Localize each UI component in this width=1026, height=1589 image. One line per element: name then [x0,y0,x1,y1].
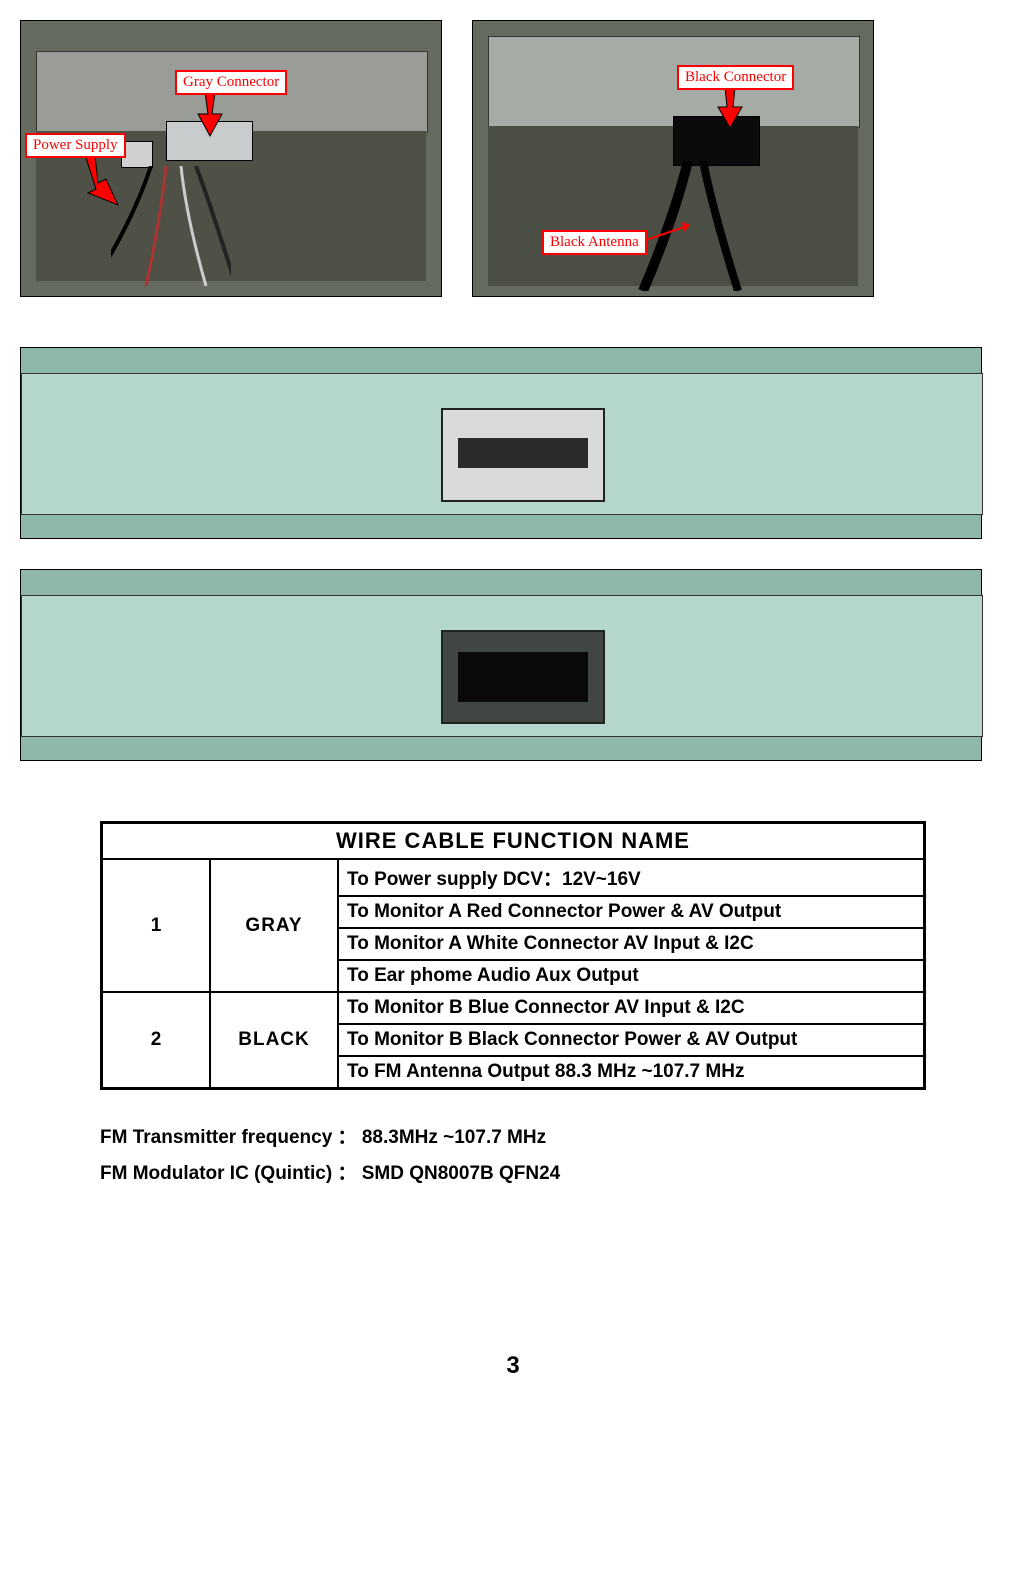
callout-black-connector: Black Connector [677,65,794,90]
arrow-gray-connector [190,92,230,137]
connector-4-slot [458,652,588,702]
wire-table: WIRE CABLE FUNCTION NAME 1 GRAY To Power… [100,821,926,1090]
row-1-label: GRAY [210,859,338,992]
wire-table-section: WIRE CABLE FUNCTION NAME 1 GRAY To Power… [100,821,926,1090]
photo-2-container: Black Connector Black Antenna [472,20,874,297]
device-body-2 [488,36,860,128]
func-cell: To Ear phome Audio Aux Output [338,960,925,992]
page-number: 3 [20,1352,1006,1380]
func-cell: To Monitor B Black Connector Power & AV … [338,1024,925,1056]
photo-3 [20,347,982,539]
connector-3-slot [458,438,588,468]
notes-section: FM Transmitter frequency ： 88.3MHz ~107.… [100,1120,926,1192]
row-2-num: 2 [102,992,211,1089]
table-header-row: WIRE CABLE FUNCTION NAME [102,823,925,860]
func-cell: To Monitor B Blue Connector AV Input & I… [338,992,925,1024]
arrow-black-connector [712,87,748,129]
arrow-black-antenna [640,220,710,260]
func-cell: To FM Antenna Output 88.3 MHz ~107.7 MHz [338,1056,925,1089]
func-cell: To Power supply DCV：12V~16V [338,859,925,896]
callout-black-antenna: Black Antenna [542,230,647,255]
row-1-num: 1 [102,859,211,992]
note-line-2: FM Modulator IC (Quintic) ： SMD QN8007B … [100,1156,926,1192]
connector-3 [441,408,605,502]
photo-row-top: Gray Connector Power Supply Black Connec… [20,20,1006,297]
arrow-power-supply [80,155,135,210]
table-row: 1 GRAY To Power supply DCV：12V~16V [102,859,925,896]
table-title: WIRE CABLE FUNCTION NAME [102,823,925,860]
note-line-1: FM Transmitter frequency ： 88.3MHz ~107.… [100,1120,926,1156]
callout-power-supply: Power Supply [25,133,126,158]
table-row: 2 BLACK To Monitor B Blue Connector AV I… [102,992,925,1024]
photo-4 [20,569,982,761]
func-cell: To Monitor A Red Connector Power & AV Ou… [338,896,925,928]
row-2-label: BLACK [210,992,338,1089]
connector-4 [441,630,605,724]
photo-1-container: Gray Connector Power Supply [20,20,442,297]
callout-gray-connector: Gray Connector [175,70,287,95]
func-cell: To Monitor A White Connector AV Input & … [338,928,925,960]
